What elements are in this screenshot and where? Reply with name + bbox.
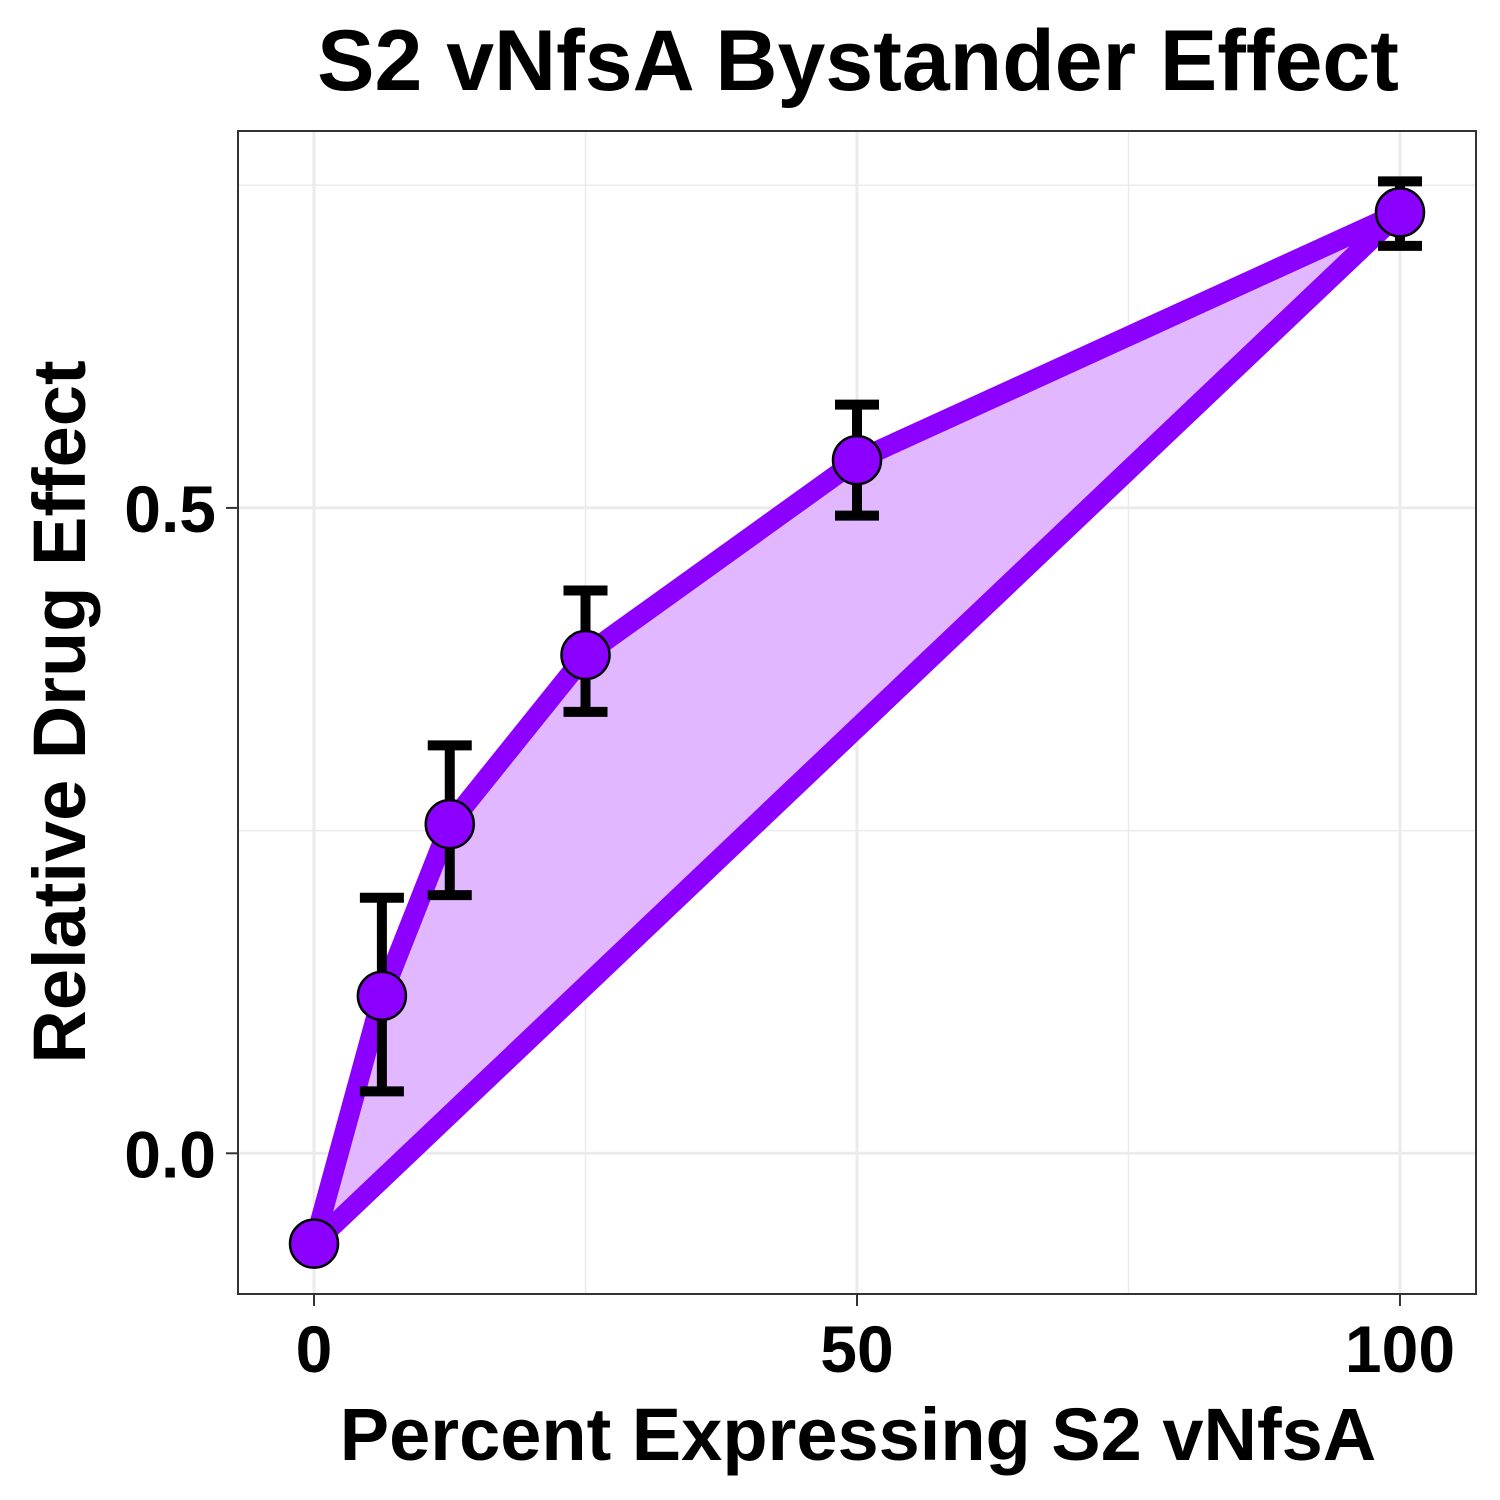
x-tick-label: 100 <box>1345 1312 1455 1386</box>
y-tick-label: 0.0 <box>124 1117 216 1191</box>
x-axis-label: Percent Expressing S2 vNfsA <box>340 1393 1376 1476</box>
x-tick-label: 50 <box>820 1312 893 1386</box>
data-point <box>356 970 408 1022</box>
point-layer <box>288 187 1426 1269</box>
data-point <box>1374 187 1426 238</box>
data-point <box>288 1218 340 1269</box>
series-line <box>304 203 1405 1247</box>
data-point <box>831 434 883 486</box>
reference-line <box>307 205 1407 1251</box>
y-axis-label: Relative Drug Effect <box>18 360 101 1063</box>
data-point <box>424 798 476 850</box>
data-point <box>560 629 611 681</box>
y-axis: 0.0 0.5 <box>124 472 238 1191</box>
chart-title: S2 vNfsA Bystander Effect <box>317 13 1399 109</box>
y-tick-label: 0.5 <box>124 472 216 546</box>
x-axis: 0 50 100 <box>296 1294 1455 1386</box>
x-tick-label: 0 <box>296 1312 333 1386</box>
line-layer <box>304 203 1407 1251</box>
